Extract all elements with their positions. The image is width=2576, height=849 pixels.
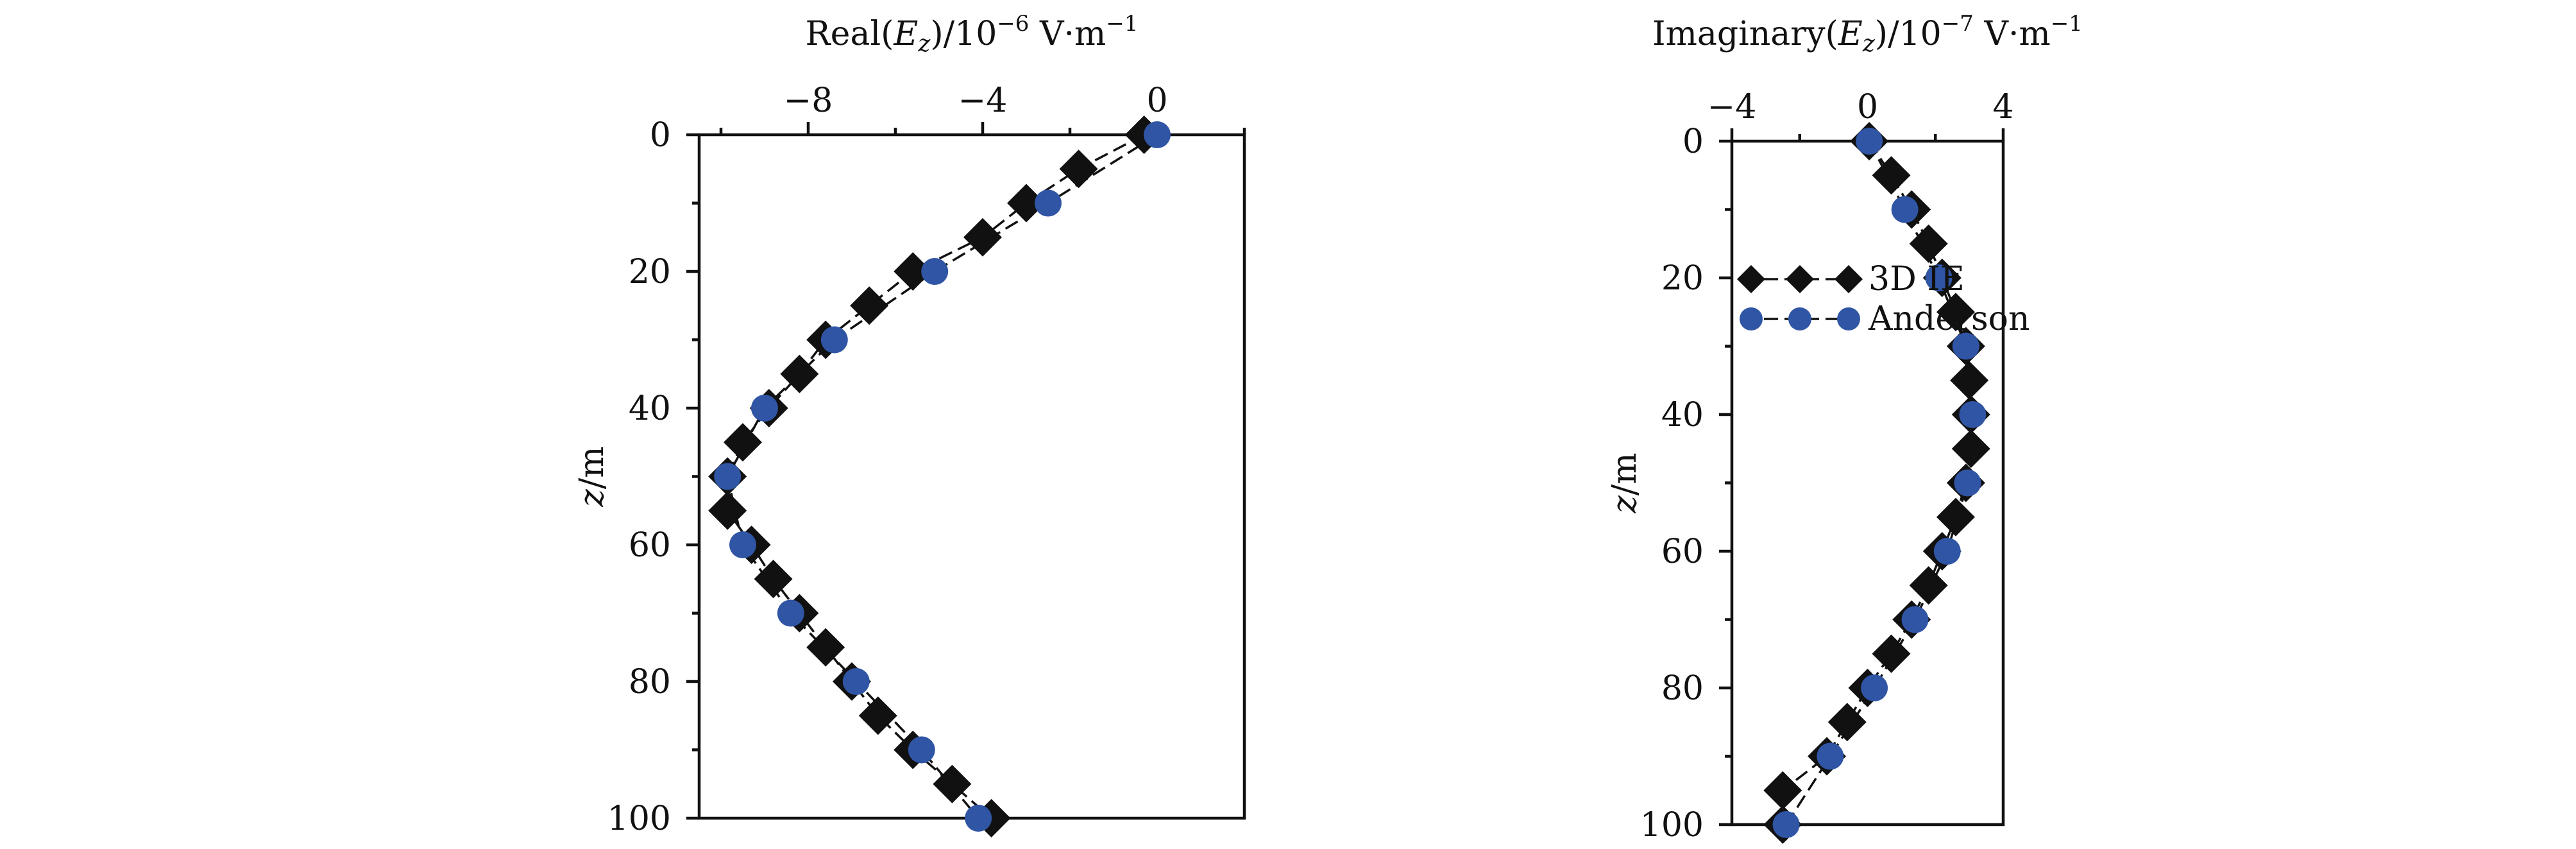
series-line — [726, 133, 1145, 819]
y-tick-label: 100 — [607, 800, 671, 838]
diamond-marker — [1007, 184, 1046, 223]
diamond-marker — [850, 286, 889, 325]
diamond-marker — [1909, 566, 1948, 605]
diamond-marker — [1872, 634, 1911, 673]
y-axis-title: z/m — [573, 446, 611, 507]
circle-marker — [1925, 264, 1953, 291]
x-tick-label: −4 — [1707, 88, 1757, 126]
diamond-marker — [708, 491, 747, 530]
diamond-marker — [1950, 361, 1989, 400]
diamond-marker — [963, 218, 1002, 257]
circle-marker — [714, 463, 741, 490]
diamond-marker — [1763, 771, 1802, 810]
circle-marker — [1144, 121, 1171, 148]
diamond-marker — [1909, 224, 1948, 263]
circle-marker — [1959, 401, 1987, 428]
circle-marker — [1861, 674, 1888, 701]
y-tick-label: 0 — [1682, 123, 1704, 161]
circle-marker — [965, 805, 992, 832]
y-tick-label: 40 — [629, 390, 671, 428]
circle-marker — [908, 736, 935, 764]
series-line — [726, 133, 1158, 819]
3d-ie — [1763, 122, 1990, 844]
series-line — [1785, 141, 1974, 825]
legend-label: Anderson — [1868, 300, 2029, 338]
circle-marker — [1856, 128, 1883, 155]
diamond-marker — [1786, 265, 1814, 293]
diamond-marker — [754, 560, 793, 599]
diamond-marker — [858, 696, 897, 735]
diamond-marker — [1936, 497, 1975, 536]
x-axis-title: Imaginary(Ez)/10−7 V·m−1 — [1652, 11, 2083, 57]
diamond-series — [708, 116, 1164, 837]
circle-marker — [1952, 332, 1979, 360]
y-tick-label: 20 — [1661, 259, 1704, 298]
real-ez-panel: −8 −4 0 0 20 40 60 80 100 Real(Ez)/10−6 V·m−1 z/m — [573, 11, 1246, 838]
diamond-marker — [1737, 265, 1765, 293]
circle-series — [714, 121, 1171, 832]
circle-marker — [751, 395, 778, 422]
circle-marker — [1740, 307, 1763, 330]
x-axis-title: Real(Ez)/10−6 V·m−1 — [806, 11, 1139, 57]
circle-marker — [1772, 811, 1800, 838]
y-tick-label: 100 — [1640, 806, 1704, 845]
legend-entry: Anderson — [1740, 300, 2029, 338]
diamond-marker — [1872, 156, 1911, 195]
diamond-marker — [806, 628, 845, 667]
y-tick-label: 40 — [1661, 396, 1704, 434]
circle-marker — [777, 599, 804, 627]
circle-marker — [1933, 538, 1961, 565]
legend-label: 3D IE — [1868, 260, 1965, 298]
legend-entry: 3D IE — [1737, 260, 1965, 298]
diamond-marker — [1827, 703, 1867, 742]
y-tick-label: 20 — [629, 253, 671, 291]
circle-marker — [1035, 189, 1062, 217]
x-tick-label: −8 — [784, 81, 833, 120]
y-axis-title: z/m — [1606, 452, 1644, 513]
circle-marker — [820, 326, 848, 354]
y-tick-label: 60 — [629, 526, 671, 565]
circle-marker — [1891, 196, 1919, 223]
y-tick-label: 80 — [629, 663, 671, 701]
circle-marker — [842, 668, 870, 695]
diamond-marker — [1835, 265, 1863, 293]
x-tick-label: −4 — [958, 81, 1008, 120]
circle-marker — [1901, 606, 1929, 633]
x-tick-label: 0 — [1146, 81, 1167, 120]
circle-marker — [921, 258, 949, 285]
diamond-marker — [724, 423, 762, 462]
diamond-marker — [1936, 293, 1975, 332]
x-tick-label: 0 — [1857, 88, 1878, 126]
y-tick-label: 60 — [1661, 533, 1704, 571]
x-tick-label: 4 — [1992, 88, 2013, 126]
circle-marker — [1788, 307, 1811, 330]
circle-marker — [1837, 307, 1860, 330]
circle-marker — [1817, 742, 1844, 770]
y-tick-label: 0 — [650, 116, 671, 155]
anderson — [1772, 128, 1987, 838]
circle-marker — [1954, 469, 1981, 497]
diamond-marker — [1059, 150, 1098, 189]
y-tick-label: 80 — [1661, 669, 1704, 708]
circle-marker — [729, 531, 756, 558]
